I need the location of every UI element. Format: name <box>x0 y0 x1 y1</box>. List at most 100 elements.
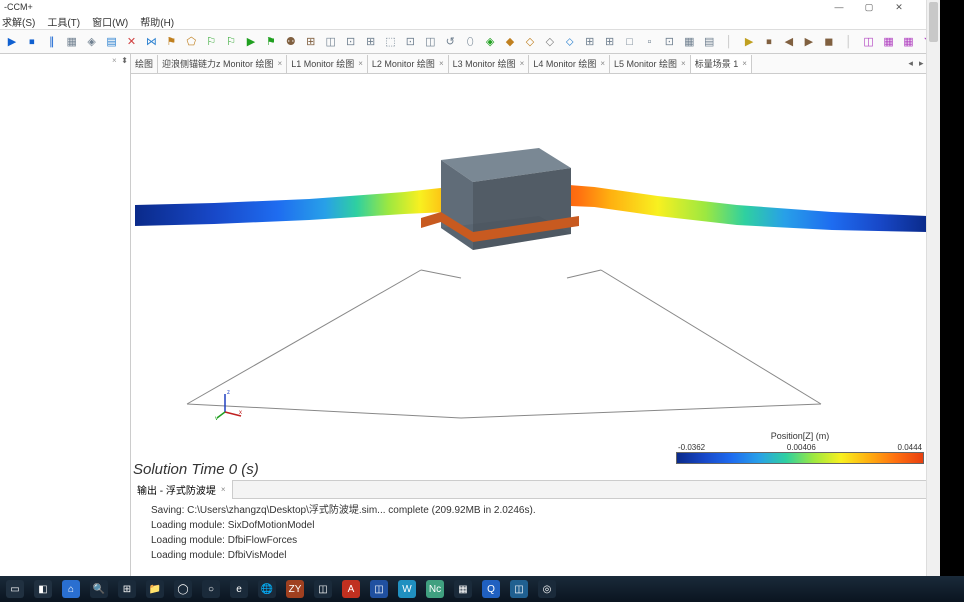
tab-nav-right-icon[interactable]: ▸ <box>919 58 924 69</box>
toolbar-icon[interactable]: ▦ <box>66 36 78 48</box>
toolbar-icon[interactable]: ⊡ <box>345 36 357 48</box>
taskbar-app-icon[interactable]: ⊞ <box>118 580 136 598</box>
toolbar-icon[interactable]: │ <box>843 36 855 48</box>
toolbar-icon[interactable]: ✕ <box>126 36 138 48</box>
tab-close-icon[interactable]: × <box>358 59 363 68</box>
output-tab[interactable]: 输出 - 浮式防波堤 × <box>131 480 233 499</box>
scene-tab[interactable]: L1 Monitor 绘图× <box>287 55 368 73</box>
maximize-button[interactable]: ▢ <box>854 0 884 14</box>
toolbar-icon[interactable]: ⊡ <box>404 36 416 48</box>
taskbar-app-icon[interactable]: ◫ <box>370 580 388 598</box>
taskbar-app-icon[interactable]: 📁 <box>146 580 164 598</box>
toolbar-icon[interactable]: ◈ <box>86 36 98 48</box>
toolbar-icon[interactable]: ⏹ <box>763 36 775 48</box>
toolbar-icon[interactable]: ⚑ <box>165 36 177 48</box>
taskbar-app-icon[interactable]: Nc <box>426 580 444 598</box>
taskbar-app-icon[interactable]: ○ <box>202 580 220 598</box>
scene-3d[interactable]: z x y Solution Time 0 (s) Position[Z] (m… <box>131 74 940 480</box>
taskbar-app-icon[interactable]: ◎ <box>538 580 556 598</box>
tab-close-icon[interactable]: × <box>742 59 747 68</box>
toolbar-icon[interactable]: ◈ <box>484 36 496 48</box>
toolbar-icon[interactable]: ◇ <box>524 36 536 48</box>
main-area: × ⬍ 绘图迎浪侧锚链力z Monitor 绘图×L1 Monitor 绘图×L… <box>0 54 940 576</box>
menu-window[interactable]: 窗口(W) <box>92 14 128 29</box>
toolbar-icon[interactable]: ⊞ <box>584 36 596 48</box>
taskbar-app-icon[interactable]: ⌂ <box>62 580 80 598</box>
toolbar-icon[interactable]: ⊡ <box>663 36 675 48</box>
close-button[interactable]: ✕ <box>884 0 914 14</box>
menu-tools[interactable]: 工具(T) <box>47 14 80 29</box>
output-scrollbar[interactable] <box>926 499 940 576</box>
toolbar-icon[interactable]: ▤ <box>703 36 715 48</box>
toolbar-icon[interactable]: ▦ <box>883 36 895 48</box>
toolbar-icon[interactable]: □ <box>624 36 636 48</box>
toolbar-icon[interactable]: ⚑ <box>265 36 277 48</box>
tab-close-icon[interactable]: × <box>600 59 605 68</box>
panel-pin-icon[interactable]: ⬍ <box>121 56 128 65</box>
toolbar-icon[interactable]: ▶ <box>6 36 18 48</box>
taskbar-app-icon[interactable]: ▭ <box>6 580 24 598</box>
toolbar-icon[interactable]: ⬦ <box>564 36 576 48</box>
scene-tab[interactable]: L3 Monitor 绘图× <box>449 55 530 73</box>
toolbar-icon[interactable]: ⚐ <box>225 36 237 48</box>
taskbar-app-icon[interactable]: Q <box>482 580 500 598</box>
toolbar-icon[interactable]: ◫ <box>325 36 337 48</box>
toolbar-icon[interactable]: ◫ <box>863 36 875 48</box>
scene-tab[interactable]: L2 Monitor 绘图× <box>368 55 449 73</box>
toolbar-icon[interactable]: ◀ <box>783 36 795 48</box>
toolbar-icon[interactable]: ◆ <box>504 36 516 48</box>
tab-close-icon[interactable]: × <box>278 59 283 68</box>
scene-tab[interactable]: 标量场景 1× <box>691 55 752 73</box>
toolbar-icon[interactable]: ⋈ <box>145 36 157 48</box>
minimize-button[interactable]: — <box>824 0 854 14</box>
menu-solve[interactable]: 求解(S) <box>2 14 35 29</box>
toolbar-icon[interactable]: ◇ <box>544 36 556 48</box>
toolbar-icon[interactable]: ◫ <box>424 36 436 48</box>
scene-tab[interactable]: L4 Monitor 绘图× <box>529 55 610 73</box>
toolbar-icon[interactable]: ▶ <box>245 36 257 48</box>
taskbar-app-icon[interactable]: 🔍 <box>90 580 108 598</box>
toolbar-icon[interactable]: ⬯ <box>464 36 476 48</box>
taskbar-app-icon[interactable]: ◯ <box>174 580 192 598</box>
toolbar-icon[interactable]: ∥ <box>46 36 58 48</box>
toolbar-icon[interactable]: ▶ <box>743 36 755 48</box>
output-tab-close-icon[interactable]: × <box>221 485 226 494</box>
legend-max: 0.0444 <box>898 443 922 452</box>
taskbar-app-icon[interactable]: A <box>342 580 360 598</box>
toolbar-icon[interactable]: ▤ <box>106 36 118 48</box>
legend-mid: 0.00406 <box>787 443 816 452</box>
taskbar-app-icon[interactable]: e <box>230 580 248 598</box>
toolbar-icon[interactable]: ▦ <box>902 36 914 48</box>
panel-close-icon[interactable]: × <box>112 56 117 65</box>
toolbar-icon[interactable]: ⊞ <box>604 36 616 48</box>
toolbar-icon[interactable]: ⬠ <box>185 36 197 48</box>
toolbar-icon[interactable]: ▶ <box>803 36 815 48</box>
taskbar-app-icon[interactable]: ▦ <box>454 580 472 598</box>
taskbar-app-icon[interactable]: ◫ <box>314 580 332 598</box>
toolbar-icon[interactable]: ⏹ <box>26 36 38 48</box>
toolbar-icon[interactable]: ⚉ <box>285 36 297 48</box>
toolbar-icon[interactable]: │ <box>723 36 735 48</box>
scene-tab[interactable]: 绘图 <box>131 55 158 73</box>
taskbar-app-icon[interactable]: ◧ <box>34 580 52 598</box>
taskbar-app-icon[interactable]: ZY <box>286 580 304 598</box>
toolbar-icon[interactable]: ▫ <box>644 36 656 48</box>
tab-nav-left-icon[interactable]: ◂ <box>908 58 913 69</box>
toolbar-icon[interactable]: ⚐ <box>205 36 217 48</box>
toolbar-icon[interactable]: ⊞ <box>365 36 377 48</box>
toolbar-icon[interactable]: ↺ <box>444 36 456 48</box>
scene-tab[interactable]: 迎浪侧锚链力z Monitor 绘图 × <box>158 55 287 73</box>
tab-close-icon[interactable]: × <box>439 59 444 68</box>
taskbar-app-icon[interactable]: ◫ <box>510 580 528 598</box>
toolbar-icon[interactable]: ⊞ <box>305 36 317 48</box>
tab-close-icon[interactable]: × <box>520 59 525 68</box>
scene-tab[interactable]: L5 Monitor 绘图× <box>610 55 691 73</box>
toolbar-icon[interactable]: ⬚ <box>385 36 397 48</box>
menu-help[interactable]: 帮助(H) <box>140 14 174 29</box>
toolbar-icon[interactable]: ◼ <box>823 36 835 48</box>
toolbar-icon[interactable]: ▦ <box>683 36 695 48</box>
tab-label: 迎浪侧锚链力z Monitor 绘图 <box>162 57 274 70</box>
taskbar-app-icon[interactable]: 🌐 <box>258 580 276 598</box>
tab-close-icon[interactable]: × <box>681 59 686 68</box>
taskbar-app-icon[interactable]: W <box>398 580 416 598</box>
